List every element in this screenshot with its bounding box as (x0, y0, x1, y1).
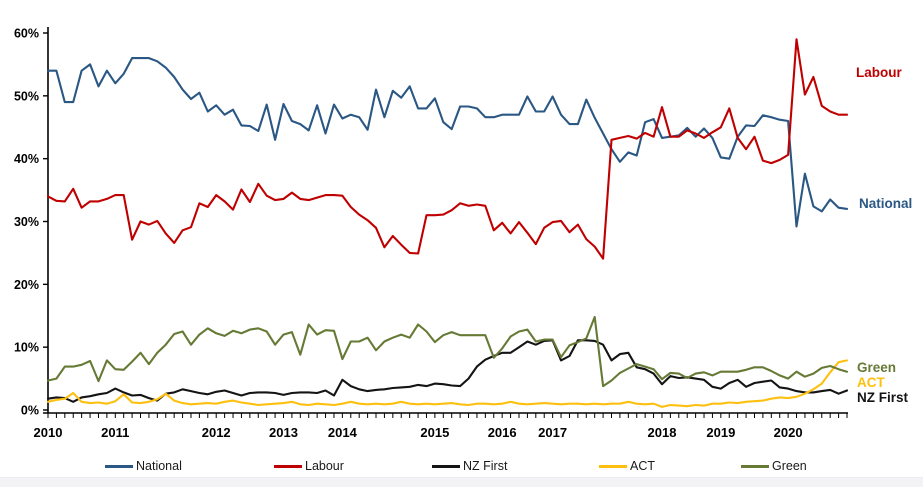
series-end-label-green: Green (857, 360, 897, 375)
legend-item-act: ACT (599, 456, 655, 476)
y-axis-tick-label: 20% (14, 278, 39, 292)
series-line-nz-first (46, 339, 849, 403)
y-axis-tick-label: 40% (14, 152, 39, 166)
legend-swatch-labour (274, 464, 302, 468)
series-end-label-national: National (859, 196, 913, 211)
y-axis-tick-label: 10% (14, 341, 39, 355)
series-end-label-nzfirst: NZ First (857, 390, 909, 405)
legend-label-labour: Labour (305, 459, 344, 473)
legend-label-national: National (136, 459, 182, 473)
legend-label-nzfirst: NZ First (463, 459, 508, 473)
x-axis-year-label: 2016 (488, 425, 517, 440)
x-axis-year-label: 2017 (538, 425, 567, 440)
x-axis-year-label: 2020 (774, 425, 803, 440)
legend-item-green: Green (741, 456, 807, 476)
x-axis-year-label: 2015 (420, 425, 449, 440)
legend-label-green: Green (772, 459, 807, 473)
series-line-national (46, 57, 849, 228)
window-bottom-strip (0, 477, 923, 487)
legend-swatch-green (741, 464, 769, 468)
x-axis-year-label: 2011 (101, 425, 129, 440)
chart-legend: National Labour NZ First ACT Green (0, 456, 923, 478)
x-axis-year-label: 2013 (269, 425, 298, 440)
legend-label-act: ACT (630, 459, 655, 473)
legend-swatch-nzfirst (432, 464, 460, 468)
legend-swatch-national (105, 464, 133, 468)
y-axis-tick-label: 50% (14, 89, 39, 103)
legend-item-national: National (105, 456, 182, 476)
y-axis-tick-label: 30% (14, 215, 39, 229)
series-line-labour (46, 38, 849, 260)
series-line-act (46, 359, 849, 408)
y-axis-tick-label: 60% (14, 27, 39, 41)
series-end-label-act: ACT (857, 375, 885, 390)
legend-item-labour: Labour (274, 456, 344, 476)
legend-swatch-act (599, 464, 627, 468)
x-axis-year-label: 2019 (706, 425, 735, 440)
x-axis-year-label: 2012 (202, 425, 231, 440)
series-end-label-labour: Labour (856, 65, 902, 80)
legend-item-nzfirst: NZ First (432, 456, 507, 476)
y-axis-tick-label: 0% (21, 404, 39, 418)
series-line-green (46, 315, 849, 388)
x-axis-year-label: 2018 (648, 425, 677, 440)
x-axis-year-label: 2010 (34, 425, 63, 440)
x-axis-year-label: 2014 (328, 425, 358, 440)
